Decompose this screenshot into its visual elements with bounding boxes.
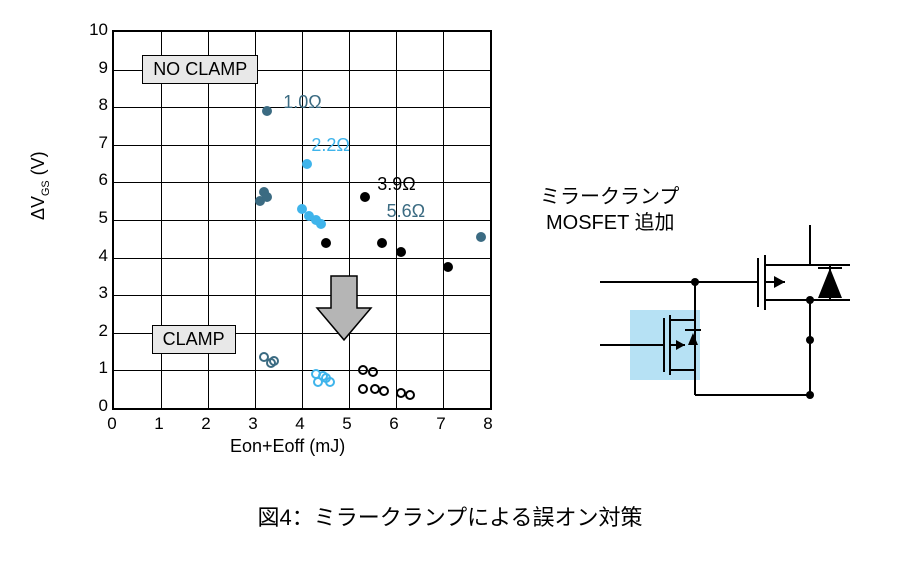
ytick-label: 3 (78, 283, 108, 303)
ytick-label: 1 (78, 358, 108, 378)
grid-h (114, 295, 490, 296)
data-point (325, 377, 335, 387)
data-point (262, 106, 272, 116)
xtick-label: 3 (248, 414, 257, 434)
xtick-label: 4 (295, 414, 304, 434)
figure-container: ΔVGS (V) NO CLAMP CLAMP 1.0Ω 2.2Ω 3.9Ω 5.6Ω E… (0, 0, 900, 562)
series-label: 3.9Ω (377, 174, 415, 195)
ylabel-post: (V) (28, 151, 48, 180)
data-point (358, 384, 368, 394)
series-label: 1.0Ω (283, 92, 321, 113)
circuit-diagram: ミラークランプ MOSFET 追加 (540, 180, 870, 430)
xtick-label: 0 (107, 414, 116, 434)
data-point (405, 390, 415, 400)
ytick-label: 9 (78, 58, 108, 78)
ytick-label: 2 (78, 321, 108, 341)
data-point (302, 159, 312, 169)
ytick-label: 10 (78, 20, 108, 40)
ylabel-sub: GS (40, 180, 52, 196)
plot-area: NO CLAMP CLAMP 1.0Ω 2.2Ω 3.9Ω 5.6Ω (112, 30, 492, 410)
node-dot (806, 336, 814, 344)
grid-h (114, 182, 490, 183)
data-point (443, 262, 453, 272)
xtick-label: 8 (483, 414, 492, 434)
data-point (360, 192, 370, 202)
noclamp-box: NO CLAMP (142, 55, 258, 84)
data-point (313, 377, 323, 387)
ytick-label: 0 (78, 396, 108, 416)
xtick-label: 6 (389, 414, 398, 434)
scatter-chart: ΔVGS (V) NO CLAMPCLAMP1.0Ω2.2Ω3.9Ω5.6Ω E… (40, 20, 500, 470)
data-point (396, 247, 406, 257)
ytick-label: 8 (78, 95, 108, 115)
node-dot (691, 278, 699, 286)
ytick-label: 5 (78, 208, 108, 228)
clamp-box: CLAMP (152, 325, 236, 354)
data-point (262, 192, 272, 202)
ytick-label: 6 (78, 170, 108, 190)
data-point (476, 232, 486, 242)
data-point (379, 386, 389, 396)
x-axis-label: Eon+Eoff (mJ) (230, 436, 345, 457)
data-point (316, 219, 326, 229)
data-point (368, 367, 378, 377)
series-label: 2.2Ω (311, 135, 349, 156)
circuit-svg (540, 180, 870, 430)
ytick-label: 4 (78, 246, 108, 266)
xtick-label: 7 (436, 414, 445, 434)
data-point (269, 356, 279, 366)
figure-caption: 図4：ミラークランプによる誤オン対策 (0, 500, 900, 532)
node-dot (806, 296, 814, 304)
ylabel-pre: ΔV (28, 196, 48, 220)
series-label: 5.6Ω (387, 201, 425, 222)
grid-h (114, 370, 490, 371)
grid-h (114, 258, 490, 259)
xtick-label: 2 (201, 414, 210, 434)
grid-h (114, 145, 490, 146)
down-arrow-icon (309, 271, 379, 345)
data-point (377, 238, 387, 248)
grid-h (114, 220, 490, 221)
node-dot (806, 391, 814, 399)
xtick-label: 1 (154, 414, 163, 434)
data-point (321, 238, 331, 248)
y-axis-label: ΔVGS (V) (28, 151, 52, 220)
ytick-label: 7 (78, 133, 108, 153)
xtick-label: 5 (342, 414, 351, 434)
